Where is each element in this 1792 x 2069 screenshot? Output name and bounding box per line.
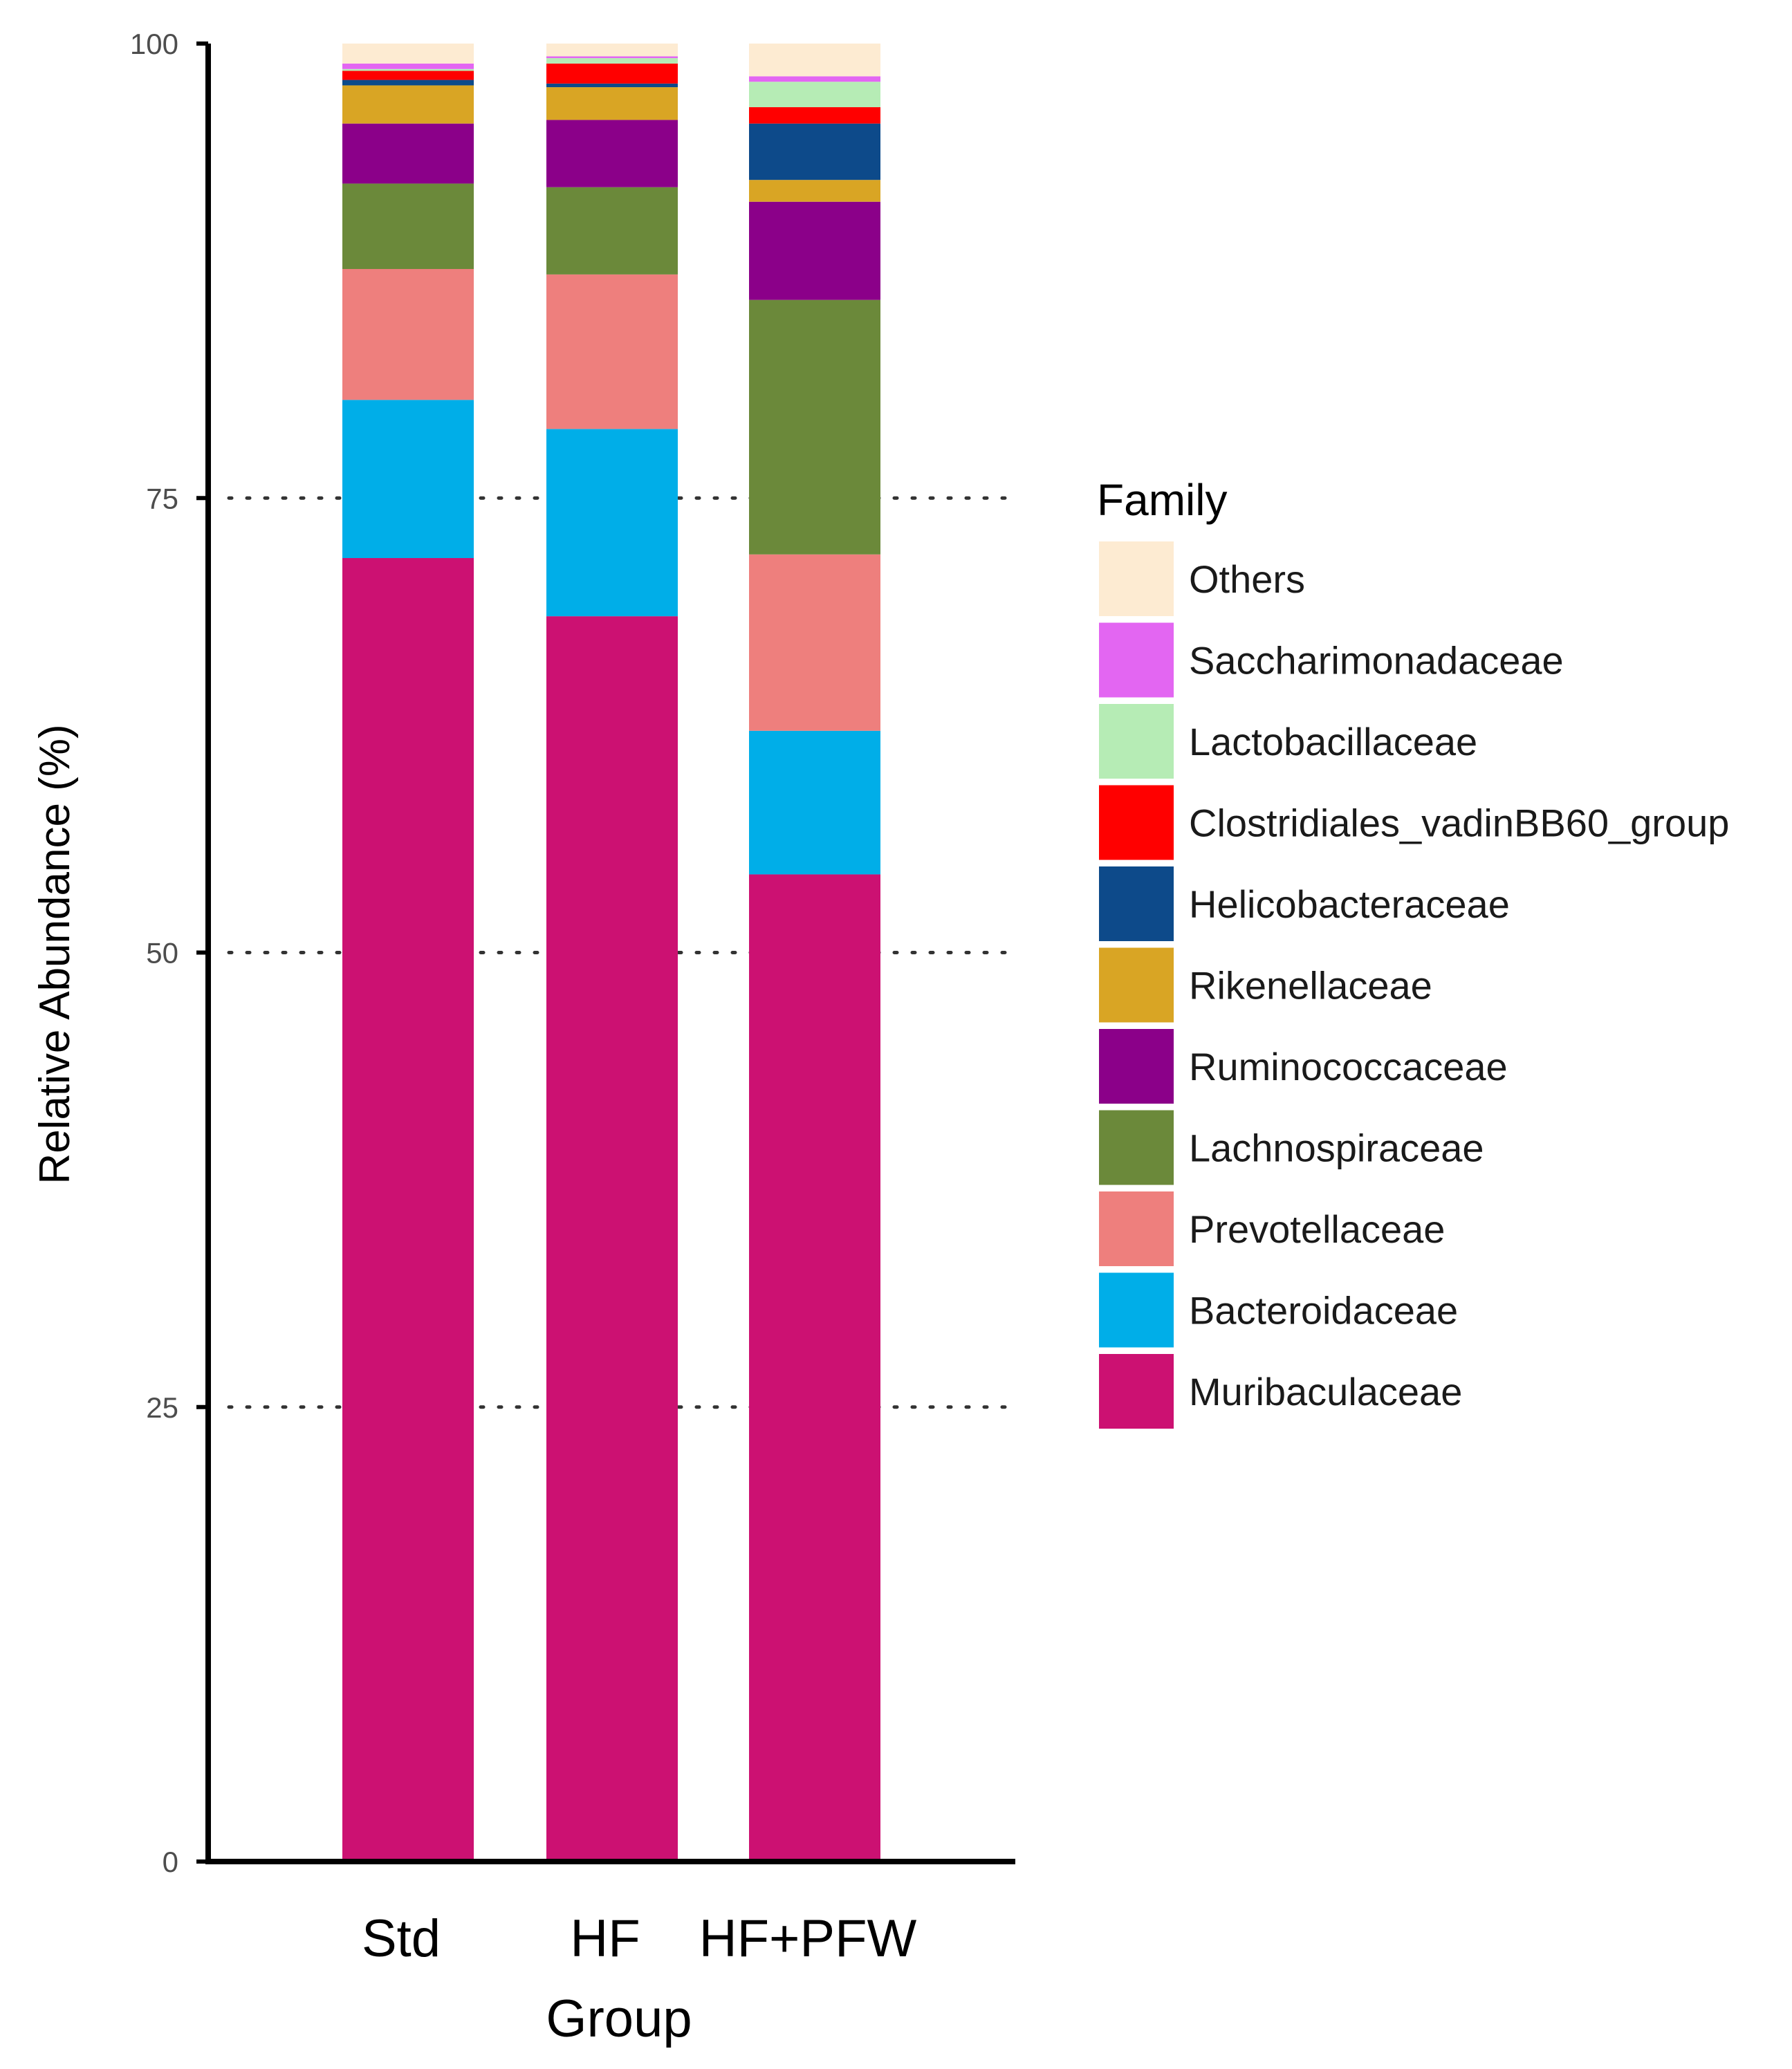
bar-segment [546, 56, 678, 59]
legend-swatch [1099, 1110, 1174, 1185]
bar-segment [546, 187, 678, 275]
legend-swatch [1099, 1272, 1174, 1348]
bar-segment [546, 87, 678, 120]
bar-segment [749, 554, 880, 731]
legend-title: Family [1097, 475, 1227, 525]
bar-segment [546, 616, 678, 1862]
bar-segment [342, 400, 474, 559]
legend: Family Others Saccharimonadaceae Lactobaci… [1097, 475, 1729, 1429]
bar-segment [749, 123, 880, 180]
legend-item: Clostridiales_vadinBB60_group [1099, 785, 1729, 860]
legend-label: Muribaculaceae [1189, 1370, 1462, 1413]
bar-segment [546, 63, 678, 84]
bar-stack [749, 44, 880, 1862]
bar-segment [546, 58, 678, 64]
legend-item: Rikenellaceae [1099, 947, 1432, 1023]
x-tick-label: HF [570, 1909, 640, 1968]
bar-segment [546, 429, 678, 617]
bar-segment [342, 80, 474, 86]
legend-label: Saccharimonadaceae [1189, 639, 1564, 683]
bar-segment [749, 730, 880, 875]
legend-item: Saccharimonadaceae [1099, 622, 1564, 698]
x-tick-label: Std [362, 1909, 441, 1968]
bar-segment [749, 44, 880, 77]
legend-item: Ruminococcaceae [1099, 1029, 1508, 1104]
legend-item: Others [1099, 541, 1305, 616]
bar-segment [749, 76, 880, 82]
y-tick-label: 0 [163, 1846, 178, 1878]
bar-segment [546, 274, 678, 429]
bar-segment [546, 120, 678, 187]
bar-segment [342, 123, 474, 184]
bar-segment [546, 83, 678, 88]
legend-label: Clostridiales_vadinBB60_group [1189, 801, 1729, 845]
bar-segment [749, 874, 880, 1862]
bar-segment [342, 85, 474, 124]
legend-item: Prevotellaceae [1099, 1191, 1445, 1266]
legend-label: Others [1189, 557, 1305, 601]
bar-segment [749, 201, 880, 300]
bar-stack [546, 44, 678, 1862]
bar-segment [749, 180, 880, 202]
bar-segment [342, 558, 474, 1862]
bars [342, 44, 880, 1862]
x-axis-category-labels: Std HF HF+PFW [362, 1909, 917, 1968]
legend-item: Bacteroidaceae [1099, 1272, 1458, 1348]
legend-label: Rikenellaceae [1189, 964, 1432, 1008]
bar-segment [749, 299, 880, 555]
legend-swatch [1099, 622, 1174, 698]
legend-swatch [1099, 541, 1174, 616]
bar-segment [749, 107, 880, 124]
x-axis-title: Group [546, 1989, 692, 2048]
legend-swatch [1099, 785, 1174, 860]
legend-item: Helicobacteraceae [1099, 866, 1510, 941]
bar-segment [342, 183, 474, 269]
legend-swatch [1099, 1354, 1174, 1429]
legend-label: Lactobacillaceae [1189, 720, 1477, 763]
legend-label: Ruminococcaceae [1189, 1045, 1508, 1088]
legend-swatch [1099, 1029, 1174, 1104]
legend-label: Prevotellaceae [1189, 1207, 1445, 1251]
legend-swatch [1099, 704, 1174, 779]
y-tick-label: 75 [146, 482, 178, 514]
legend-label: Bacteroidaceae [1189, 1289, 1458, 1333]
legend-item: Lachnospiraceae [1099, 1110, 1484, 1185]
legend-swatch [1099, 947, 1174, 1023]
legend-item: Muribaculaceae [1099, 1354, 1462, 1429]
bar-segment [342, 71, 474, 80]
bar-segment [342, 44, 474, 64]
legend-label: Helicobacteraceae [1189, 882, 1510, 926]
bar-segment [749, 82, 880, 108]
x-tick-label: HF+PFW [699, 1909, 917, 1968]
y-tick-label: 100 [130, 28, 178, 60]
legend-label: Lachnospiraceae [1189, 1126, 1484, 1170]
y-tick-label: 25 [146, 1391, 178, 1424]
y-axis-ticks: 0 25 50 75 100 [130, 28, 208, 1878]
bar-segment [546, 44, 678, 57]
bar-segment [342, 268, 474, 400]
legend-item: Lactobacillaceae [1099, 704, 1477, 779]
y-axis-title: Relative Abundance (%) [31, 724, 79, 1184]
bar-segment [342, 63, 474, 69]
bar-stack [342, 44, 474, 1862]
bar-segment [342, 68, 474, 71]
legend-swatch [1099, 1191, 1174, 1266]
y-tick-label: 50 [146, 937, 178, 969]
legend-swatch [1099, 866, 1174, 941]
